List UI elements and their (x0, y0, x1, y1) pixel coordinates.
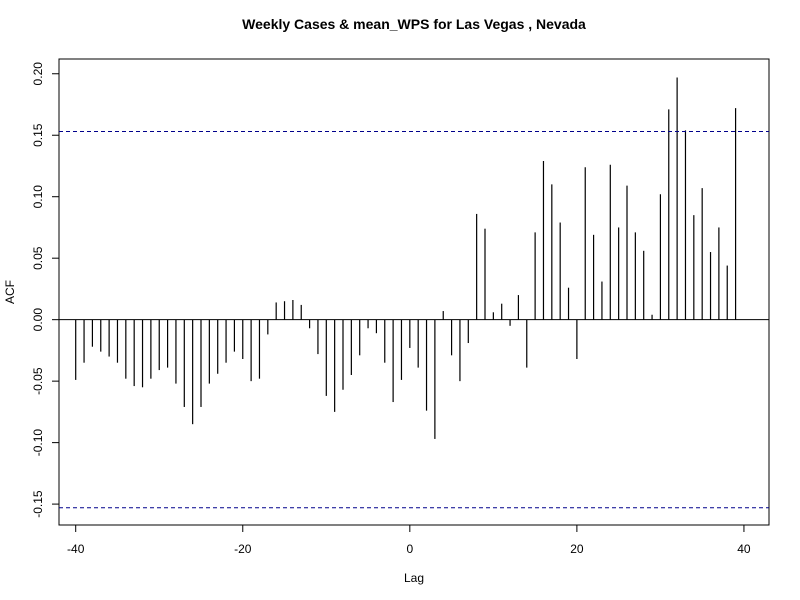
y-axis-label: ACF (3, 280, 17, 304)
x-axis-label: Lag (404, 571, 424, 585)
y-tick-label: 0.00 (31, 308, 45, 332)
chart-title: Weekly Cases & mean_WPS for Las Vegas , … (242, 16, 586, 32)
y-tick-label: 0.20 (31, 62, 45, 86)
x-axis: -40 -20 0 20 40 (67, 525, 751, 556)
acf-bars (75, 77, 737, 439)
confidence-bounds (59, 131, 769, 509)
x-tick-label: 40 (737, 542, 751, 556)
plot-frame (58, 58, 770, 526)
x-tick-label: -40 (67, 542, 85, 556)
x-tick-label: 0 (406, 542, 413, 556)
y-tick-label: 0.10 (31, 185, 45, 209)
y-tick-label: -0.15 (31, 490, 45, 518)
y-tick-label: 0.15 (31, 123, 45, 147)
x-tick-label: 20 (570, 542, 584, 556)
x-tick-label: -20 (234, 542, 252, 556)
y-tick-label: -0.05 (31, 367, 45, 395)
y-axis: -0.15 -0.10 -0.05 0.00 0.05 0.10 0.15 0.20 (31, 62, 59, 518)
y-tick-label: 0.05 (31, 246, 45, 270)
y-tick-label: -0.10 (31, 429, 45, 457)
